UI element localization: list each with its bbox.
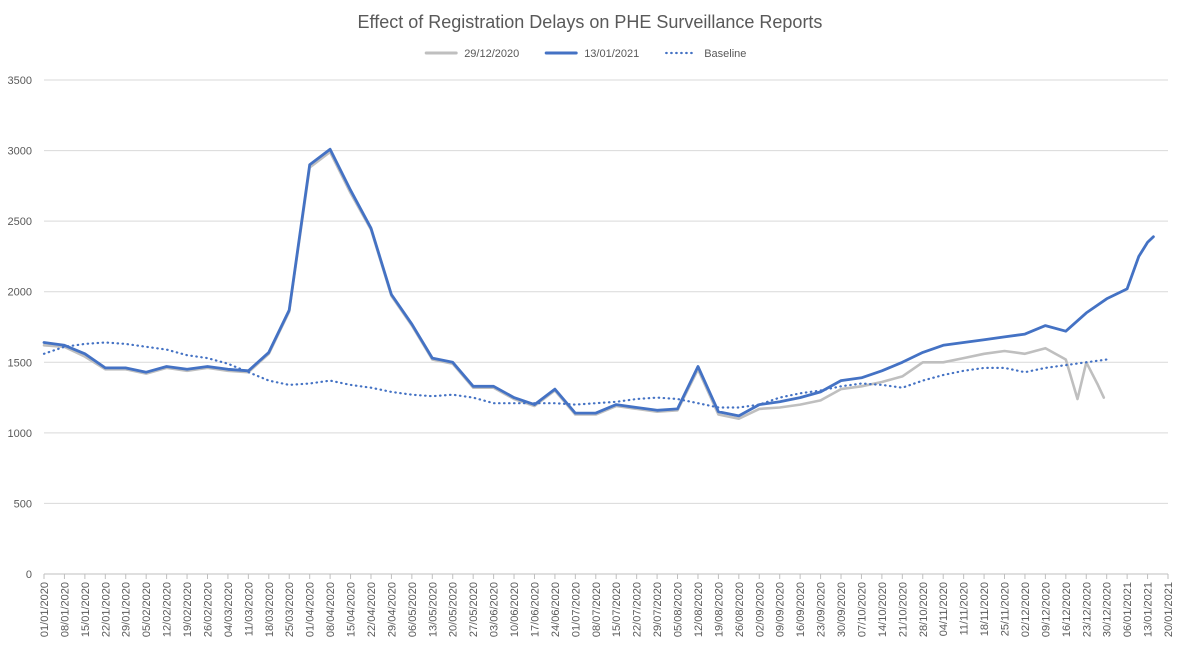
y-tick-label: 1500 bbox=[8, 357, 32, 369]
y-tick-label: 500 bbox=[14, 498, 32, 510]
x-tick-label: 26/08/2020 bbox=[734, 582, 746, 637]
series-line-29-12-2020 bbox=[42, 150, 1106, 421]
y-tick-label: 2000 bbox=[8, 287, 32, 299]
x-tick-label: 05/08/2020 bbox=[673, 582, 685, 637]
x-tick-label: 19/02/2020 bbox=[182, 582, 194, 637]
chart-title: Effect of Registration Delays on PHE Sur… bbox=[358, 12, 823, 32]
legend-item: 29/12/2020 bbox=[424, 48, 519, 60]
x-tick-label: 12/02/2020 bbox=[162, 582, 174, 637]
x-tick-label: 09/09/2020 bbox=[775, 582, 787, 637]
x-tick-label: 18/03/2020 bbox=[264, 582, 276, 637]
x-tick-label: 02/12/2020 bbox=[1020, 582, 1032, 637]
x-tick-label: 04/03/2020 bbox=[223, 582, 235, 637]
x-tick-label: 01/01/2020 bbox=[39, 582, 51, 637]
x-tick-label: 29/01/2020 bbox=[121, 582, 133, 637]
x-tick-label: 29/04/2020 bbox=[386, 582, 398, 637]
x-tick-label: 22/07/2020 bbox=[632, 582, 644, 637]
y-tick-label: 0 bbox=[26, 569, 32, 581]
x-tick-label: 15/04/2020 bbox=[346, 582, 358, 637]
x-tick-label: 30/12/2020 bbox=[1102, 582, 1114, 637]
x-tick-label: 16/12/2020 bbox=[1061, 582, 1073, 637]
x-tick-label: 24/06/2020 bbox=[550, 582, 562, 637]
x-tick-label: 08/04/2020 bbox=[325, 582, 337, 637]
series-line-13-01-2021 bbox=[42, 147, 1155, 418]
x-tick-label: 18/11/2020 bbox=[979, 582, 991, 636]
x-tick-label: 29/07/2020 bbox=[652, 582, 664, 637]
x-tick-label: 20/05/2020 bbox=[448, 582, 460, 637]
y-tick-label: 3500 bbox=[8, 75, 32, 87]
x-tick-label: 14/10/2020 bbox=[877, 582, 889, 637]
x-tick-label: 26/02/2020 bbox=[202, 582, 214, 637]
y-tick-label: 2500 bbox=[8, 216, 32, 228]
x-tick-label: 08/07/2020 bbox=[591, 582, 603, 637]
gridlines bbox=[44, 79, 1168, 504]
x-tick-label: 10/06/2020 bbox=[509, 582, 521, 637]
legend-label: Baseline bbox=[704, 48, 746, 60]
x-tick-label: 11/03/2020 bbox=[243, 582, 255, 636]
legend: 29/12/2020 13/01/2021 Baseline bbox=[424, 48, 746, 60]
legend-item: 13/01/2021 bbox=[544, 48, 639, 60]
x-tick-label: 13/05/2020 bbox=[427, 582, 439, 637]
x-tick-label: 20/01/2021 bbox=[1163, 582, 1175, 637]
y-tick-label: 1000 bbox=[8, 428, 32, 440]
x-axis: 01/01/2020 08/01/2020 15/01/2020 22/01/2020… bbox=[39, 573, 1175, 637]
y-tick-label: 3000 bbox=[8, 146, 32, 158]
legend-label: 29/12/2020 bbox=[464, 48, 519, 60]
x-tick-label: 22/01/2020 bbox=[100, 582, 112, 637]
x-tick-label: 08/01/2020 bbox=[59, 582, 71, 637]
x-tick-label: 21/10/2020 bbox=[897, 582, 909, 637]
x-tick-label: 16/09/2020 bbox=[795, 582, 807, 637]
x-tick-label: 30/09/2020 bbox=[836, 582, 848, 637]
x-tick-label: 27/05/2020 bbox=[468, 582, 480, 637]
x-tick-label: 05/02/2020 bbox=[141, 582, 153, 637]
x-tick-label: 13/01/2021 bbox=[1143, 582, 1155, 637]
x-tick-label: 23/09/2020 bbox=[816, 582, 828, 637]
x-tick-label: 25/11/2020 bbox=[1000, 582, 1012, 636]
x-tick-label: 19/08/2020 bbox=[713, 582, 725, 637]
x-tick-label: 01/07/2020 bbox=[570, 582, 582, 637]
x-tick-label: 04/11/2020 bbox=[938, 582, 950, 636]
x-tick-label: 06/05/2020 bbox=[407, 582, 419, 637]
x-tick-label: 11/11/2020 bbox=[959, 582, 971, 635]
legend-label: 13/01/2021 bbox=[584, 48, 639, 60]
x-tick-label: 01/04/2020 bbox=[305, 582, 317, 637]
x-tick-label: 15/01/2020 bbox=[80, 582, 92, 637]
x-tick-label: 22/04/2020 bbox=[366, 582, 378, 637]
x-tick-label: 23/12/2020 bbox=[1081, 582, 1093, 637]
series-layer bbox=[42, 147, 1155, 421]
x-tick-label: 03/06/2020 bbox=[489, 582, 501, 637]
x-tick-label: 17/06/2020 bbox=[529, 582, 541, 637]
legend-item: Baseline bbox=[665, 48, 746, 60]
series-line-baseline bbox=[42, 341, 1108, 409]
x-tick-label: 15/07/2020 bbox=[611, 582, 623, 637]
x-tick-label: 06/01/2021 bbox=[1122, 582, 1134, 637]
x-tick-label: 02/09/2020 bbox=[754, 582, 766, 637]
x-tick-label: 12/08/2020 bbox=[693, 582, 705, 637]
x-tick-label: 28/10/2020 bbox=[918, 582, 930, 637]
x-tick-label: 25/03/2020 bbox=[284, 582, 296, 637]
y-axis: 0 500 1000 1500 2000 2500 3000 3500 bbox=[8, 75, 32, 581]
x-tick-label: 07/10/2020 bbox=[856, 582, 868, 637]
x-tick-label: 09/12/2020 bbox=[1040, 582, 1052, 637]
